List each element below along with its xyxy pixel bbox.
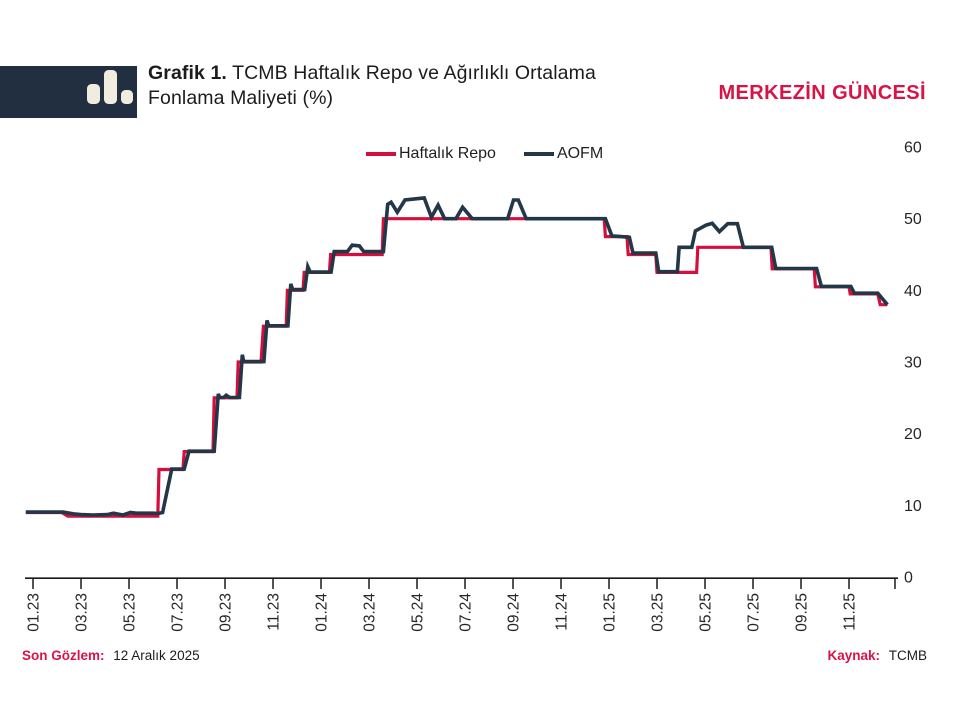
x-tick-label: 11.23 xyxy=(266,593,283,631)
legend-swatch-aofm xyxy=(523,152,554,156)
x-tick-label: 01.25 xyxy=(602,593,619,632)
y-tick-label: 50 xyxy=(904,211,922,228)
x-tick-label: 11.25 xyxy=(842,593,859,631)
legend: Haftalık Repo AOFM xyxy=(366,145,603,163)
last-observation-value: 12 Aralık 2025 xyxy=(113,648,200,663)
x-tick-label: 07.25 xyxy=(746,593,763,632)
x-tick-label: 09.25 xyxy=(794,593,811,632)
x-tick-label: 01.24 xyxy=(314,593,331,632)
last-observation: Son Gözlem: 12 Aralık 2025 xyxy=(22,648,200,663)
last-observation-label: Son Gözlem: xyxy=(22,648,105,663)
y-tick-label: 60 xyxy=(904,140,922,157)
x-tick-label: 09.23 xyxy=(218,593,235,632)
x-tick-label: 09.24 xyxy=(506,593,523,632)
legend-label-haftalik-repo: Haftalık Repo xyxy=(399,145,496,162)
bar-chart-icon-bar xyxy=(104,70,117,104)
brand-wordmark: MERKEZİN GÜNCESİ xyxy=(718,82,926,104)
source: Kaynak: TCMB xyxy=(827,648,927,663)
y-tick-label: 10 xyxy=(904,498,922,515)
chart-title-line1: TCMB Haftalık Repo ve Ağırlıklı Ortalama xyxy=(226,62,596,84)
source-value: TCMB xyxy=(888,648,927,663)
legend-swatch-haftalik-repo xyxy=(366,152,396,156)
chart-title: Grafik 1. TCMB Haftalık Repo ve Ağırlıkl… xyxy=(148,61,688,111)
x-tick-label: 01.23 xyxy=(26,593,43,632)
x-tick-label: 05.24 xyxy=(410,593,427,632)
series-line-aofm xyxy=(25,195,889,517)
x-tick-label: 05.25 xyxy=(698,593,715,632)
logo xyxy=(0,66,137,118)
x-tick-label: 03.23 xyxy=(74,593,91,632)
x-tick-label: 05.23 xyxy=(122,593,139,632)
y-tick-label: 0 xyxy=(904,570,913,587)
bar-chart-icon-bar xyxy=(121,90,133,104)
y-tick-label: 20 xyxy=(904,426,922,443)
x-tick-label: 03.24 xyxy=(362,593,379,632)
x-tick-label: 03.25 xyxy=(650,593,667,632)
source-label: Kaynak: xyxy=(827,648,880,663)
series-line-haftalik-repo xyxy=(25,217,888,518)
x-tick-label: 07.24 xyxy=(458,593,475,632)
x-tick-label: 11.24 xyxy=(554,593,571,631)
bar-chart-icon-bar xyxy=(87,84,100,104)
chart-title-prefix: Grafik 1. xyxy=(148,62,227,84)
chart-title-line2: Fonlama Maliyeti (%) xyxy=(148,87,334,109)
x-tick-label: 07.23 xyxy=(170,593,187,632)
y-tick-label: 30 xyxy=(904,355,922,372)
y-tick-label: 40 xyxy=(904,283,922,300)
legend-label-aofm: AOFM xyxy=(556,145,604,162)
